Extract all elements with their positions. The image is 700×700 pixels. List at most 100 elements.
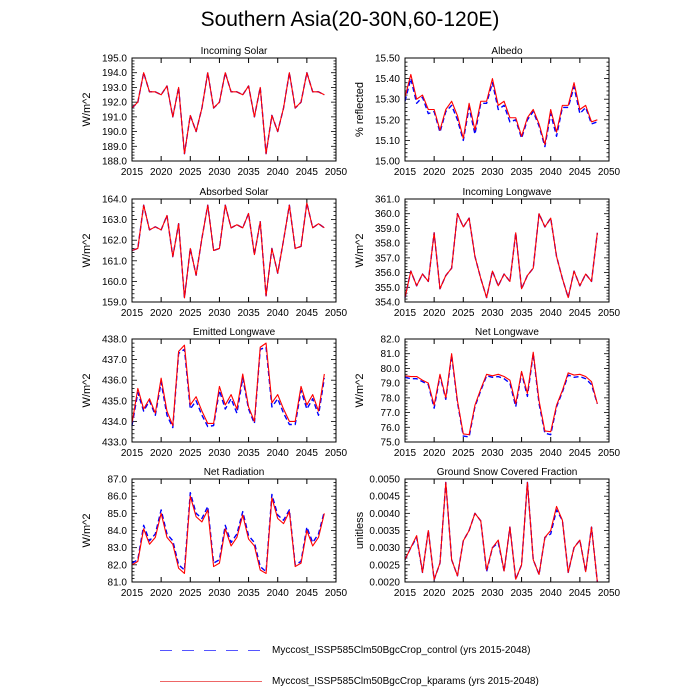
figure-title: Southern Asia(20-30N,60-120E)	[200, 8, 500, 31]
x-tick-label: 2020	[423, 167, 446, 178]
y-tick-label: 0.0025	[369, 560, 400, 571]
series-line-kparams	[131, 72, 325, 155]
x-tick-label: 2015	[394, 167, 417, 178]
series-line-control	[131, 492, 326, 573]
y-tick-label: 195.0	[102, 54, 127, 65]
y-tick-label: 15.30	[375, 95, 400, 106]
x-tick-label: 2045	[296, 308, 319, 319]
y-axis-label: W/m^2	[81, 93, 93, 127]
y-tick-label: 80.0	[381, 364, 401, 375]
y-tick-label: 163.0	[102, 215, 127, 226]
x-tick-label: 2035	[237, 588, 260, 599]
y-tick-label: 354.0	[375, 298, 400, 309]
x-tick-label: 2025	[452, 448, 475, 459]
y-tick-label: 86.0	[108, 492, 128, 503]
y-tick-label: 191.0	[102, 112, 127, 123]
y-tick-label: 0.0020	[369, 578, 400, 589]
series-line-kparams	[131, 202, 325, 299]
y-tick-label: 433.0	[102, 438, 127, 449]
y-tick-label: 190.0	[102, 127, 127, 138]
series-line-control	[404, 213, 599, 299]
x-tick-label: 2040	[267, 308, 290, 319]
panel-title: Net Longwave	[475, 327, 539, 338]
series-line-control	[131, 72, 325, 155]
panel-emitted-longwave: Emitted Longwave W/m^2 2015 2020 2025 2030 203…	[81, 327, 348, 459]
y-tick-label: 161.0	[102, 256, 127, 267]
x-tick-label: 2030	[481, 167, 504, 178]
y-tick-label: 164.0	[102, 195, 127, 206]
x-tick-label: 2015	[394, 308, 417, 319]
x-tick-label: 2045	[569, 588, 592, 599]
y-tick-label: 81.0	[381, 349, 401, 360]
y-tick-label: 159.0	[102, 298, 127, 309]
x-tick-label: 2040	[540, 588, 563, 599]
y-tick-label: 76.0	[381, 423, 401, 434]
plot-frame	[131, 198, 337, 303]
y-tick-label: 84.0	[108, 526, 128, 537]
x-tick-label: 2035	[237, 167, 260, 178]
y-axis-label: unitless	[354, 511, 366, 549]
x-tick-label: 2035	[237, 308, 260, 319]
x-tick-label: 2020	[423, 588, 446, 599]
legend-entry-kparams: Myccost_ISSP585Clm50BgcCrop_kparams (yrs…	[160, 674, 539, 688]
panel-net-radiation: Net Radiation W/m^2 2015 2020 2025 2030 2035 20…	[81, 467, 348, 599]
x-tick-label: 2035	[510, 167, 533, 178]
y-tick-label: 0.0040	[369, 509, 400, 520]
plot-frame	[404, 338, 610, 443]
y-tick-label: 85.0	[108, 509, 128, 520]
y-tick-label: 78.0	[381, 393, 401, 404]
y-tick-label: 81.0	[108, 578, 128, 589]
x-tick-label: 2015	[121, 308, 144, 319]
legend-swatch-control	[160, 649, 262, 651]
y-tick-label: 194.0	[102, 68, 127, 79]
x-tick-label: 2030	[208, 308, 231, 319]
x-tick-label: 2020	[150, 167, 173, 178]
legend-entry-control: Myccost_ISSP585Clm50BgcCrop_control (yrs…	[160, 643, 530, 657]
y-tick-label: 75.0	[381, 438, 401, 449]
y-axis-label: % reflected	[354, 82, 366, 137]
x-tick-label: 2040	[540, 448, 563, 459]
x-tick-label: 2045	[569, 167, 592, 178]
y-tick-label: 355.0	[375, 283, 400, 294]
legend-label-control: Myccost_ISSP585Clm50BgcCrop_control (yrs…	[272, 644, 531, 656]
x-tick-label: 2030	[481, 588, 504, 599]
plot-frame	[131, 57, 337, 162]
y-tick-label: 15.40	[375, 74, 400, 85]
x-tick-label: 2045	[296, 588, 319, 599]
x-tick-label: 2015	[121, 167, 144, 178]
x-tick-label: 2020	[150, 588, 173, 599]
x-tick-label: 2050	[325, 448, 348, 459]
x-tick-label: 2040	[267, 167, 290, 178]
x-tick-label: 2050	[325, 167, 348, 178]
x-tick-label: 2040	[540, 167, 563, 178]
legend-swatch-kparams	[160, 680, 262, 682]
x-tick-label: 2030	[208, 588, 231, 599]
x-tick-label: 2025	[179, 588, 202, 599]
x-tick-label: 2020	[423, 448, 446, 459]
plot-frame	[131, 478, 337, 583]
y-tick-label: 359.0	[375, 224, 400, 235]
x-tick-label: 2045	[296, 167, 319, 178]
panel-absorbed-solar: Absorbed Solar W/m^2 2015 2020 2025 2030 2035 2…	[81, 187, 348, 319]
y-tick-label: 193.0	[102, 83, 127, 94]
panel-title: Incoming Longwave	[463, 187, 552, 198]
x-tick-label: 2015	[121, 448, 144, 459]
series-line-control	[131, 346, 326, 429]
x-tick-label: 2050	[325, 308, 348, 319]
y-tick-label: 15.10	[375, 136, 400, 147]
y-tick-label: 77.0	[381, 408, 401, 419]
panel-title: Net Radiation	[204, 467, 265, 478]
x-tick-label: 2035	[237, 448, 260, 459]
x-tick-label: 2025	[179, 448, 202, 459]
y-tick-label: 162.0	[102, 236, 127, 247]
x-tick-label: 2030	[208, 167, 231, 178]
x-tick-label: 2025	[179, 308, 202, 319]
y-axis-label: W/m^2	[354, 374, 366, 408]
x-tick-label: 2045	[569, 308, 592, 319]
series-line-kparams	[404, 73, 598, 146]
x-tick-label: 2050	[598, 167, 621, 178]
y-tick-label: 189.0	[102, 142, 127, 153]
x-tick-label: 2040	[267, 448, 290, 459]
y-tick-label: 358.0	[375, 239, 400, 250]
